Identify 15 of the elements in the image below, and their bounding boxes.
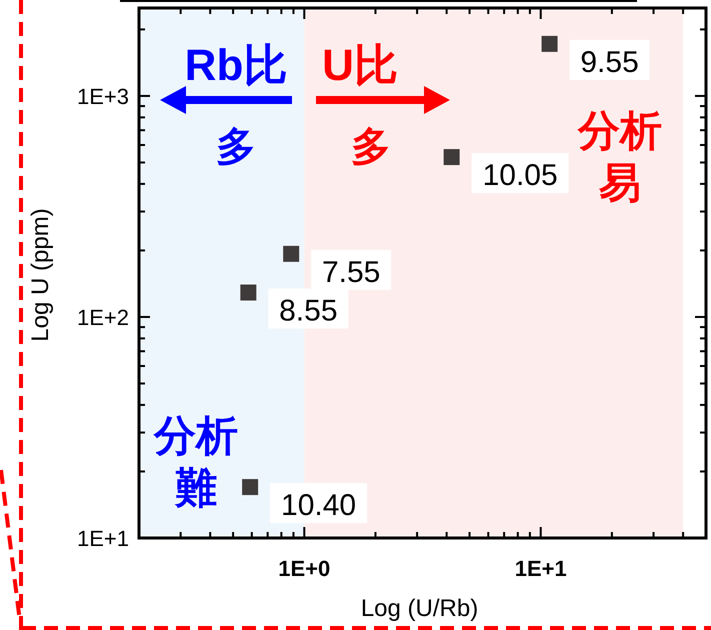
annotation: 7.55 (322, 256, 380, 289)
band-label: 分析易 (577, 107, 662, 206)
x-tick-label: 1E+0 (278, 556, 330, 581)
band-label: 分析難 (153, 412, 238, 511)
annotation: U比多 (322, 41, 398, 169)
annotation: 8.55 (279, 294, 338, 328)
y-tick-label: 1E+1 (77, 526, 129, 551)
y-axis-title: Log U (ppm) (27, 208, 54, 342)
y-tick-label: 1E+3 (77, 84, 129, 109)
annotation: 9.55 (580, 46, 639, 79)
annotation: 10.40 (281, 489, 356, 522)
x-axis-title: Log (U/Rb) (360, 595, 478, 622)
annotation: Rb比多 (184, 41, 288, 169)
y-tick-label: 1E+2 (77, 304, 129, 330)
annotation: 10.05 (482, 159, 558, 192)
